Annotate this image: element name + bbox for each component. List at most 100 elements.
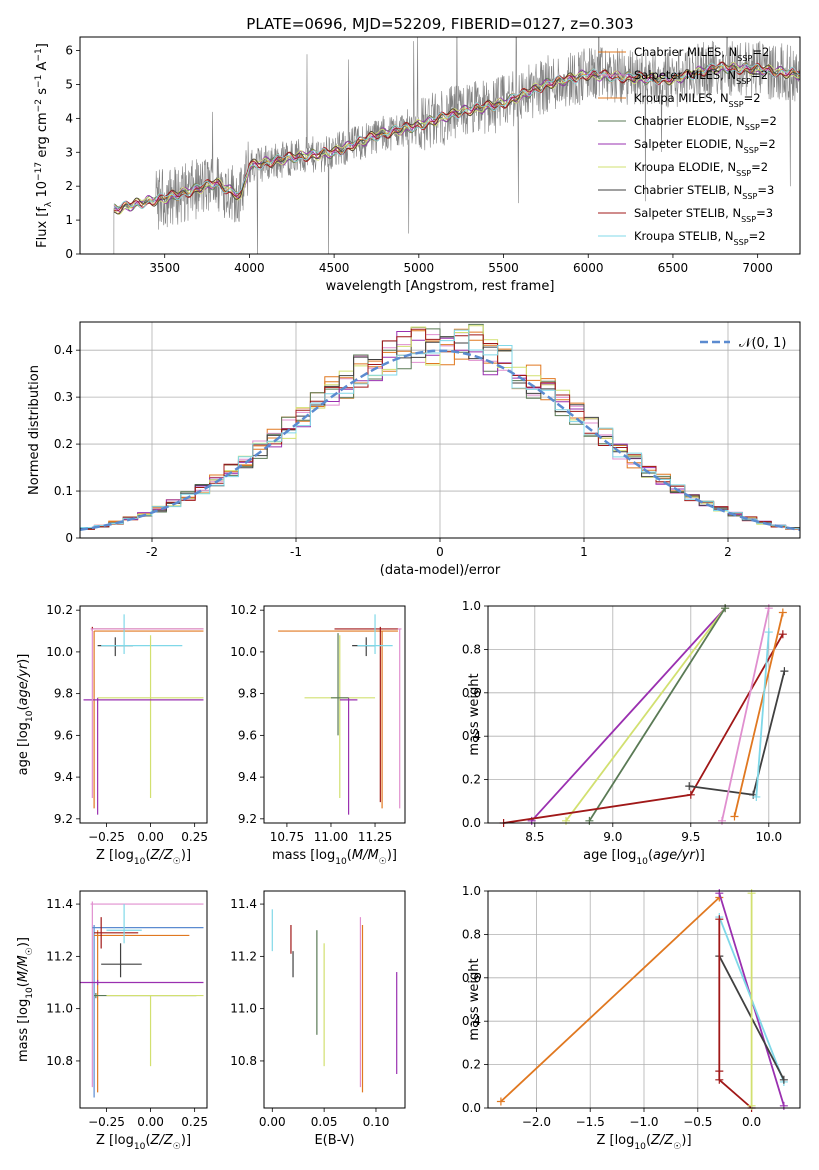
weight-marker xyxy=(752,792,761,801)
x-tick-label: -2 xyxy=(146,545,158,559)
legend-entry-part: SSP xyxy=(734,238,749,247)
y-axis-label-part: mass weight xyxy=(467,958,482,1040)
y-tick-label: 11.4 xyxy=(230,897,257,911)
x-axis-label: age [log10(age/yr)] xyxy=(583,848,705,867)
y-tick-label: 0.4 xyxy=(54,343,73,357)
y-tick-label: 0.8 xyxy=(462,642,481,656)
legend-entry-part: Salpeter STELIB, N xyxy=(634,206,741,220)
y-tick-label: 9.6 xyxy=(238,728,257,742)
y-tick-label: 6 xyxy=(65,44,73,58)
x-axis-label-part: 10 xyxy=(134,857,146,867)
legend-entry-part: Salpeter MILES, N xyxy=(634,68,736,82)
x-axis-label-part: 10 xyxy=(134,1142,146,1152)
x-axis-label-part: ☉ xyxy=(173,857,181,867)
weight-vs-age-panel: 8.5 9.0 9.5 10.0 0.0 0.2 0.4 0.6 0.8 1.0 age [log1… xyxy=(462,599,801,867)
weight-line xyxy=(531,607,726,822)
y-axis-label: mass weight xyxy=(467,958,482,1040)
x-axis-label: E(B-V) xyxy=(314,1133,354,1148)
x-axis-label-part: Z [ xyxy=(96,848,114,863)
histogram-lines xyxy=(80,323,800,532)
spectrum-model-line xyxy=(113,62,800,212)
y-axis-label-part: λ xyxy=(44,201,54,207)
y-axis-label-part: M/M xyxy=(16,955,31,982)
weight-marker xyxy=(715,889,724,898)
legend-entry-part: =2 xyxy=(744,91,761,105)
y-axis-label-part: 10 xyxy=(25,987,35,999)
legend-entry-part: SSP xyxy=(729,100,744,109)
y-tick-label: 11.0 xyxy=(46,1002,73,1016)
x-tick-label: 5000 xyxy=(404,261,435,275)
spectrum-model-line xyxy=(113,62,800,210)
weight-line xyxy=(721,608,770,821)
x-tick-label: 0.0 xyxy=(742,1115,761,1129)
x-tick-label: 0.25 xyxy=(181,830,208,844)
x-axis-label: Z [log10(Z/Z☉)] xyxy=(96,848,191,867)
weight-marker xyxy=(685,782,694,791)
legend-entry-part: =2 xyxy=(759,137,776,151)
x-axis-label-part: log xyxy=(617,848,637,863)
axes-frame xyxy=(79,321,801,539)
y-axis-label-part: log xyxy=(16,722,31,742)
x-axis-label-part: log xyxy=(114,848,134,863)
x-tick-label: −2.0 xyxy=(522,1115,551,1129)
y-tick-label: 9.4 xyxy=(238,770,257,784)
weight-vs-metallicity-panel: −2.0 −1.5 −1.0 −0.5 0.0 0.0 0.2 0.4 0.6 0.8 1.0 Z [… xyxy=(462,884,801,1152)
weight-marker xyxy=(730,812,739,821)
x-tick-label: 9.5 xyxy=(681,830,700,844)
legend-entry-part: =2 xyxy=(752,45,769,59)
x-axis-label-part: M/M xyxy=(352,848,379,863)
x-tick-label: 0.05 xyxy=(311,1115,338,1129)
y-axis-label: Flux [fλ 10−17 erg cm−2 s−1 A−1] xyxy=(34,43,54,248)
y-tick-label: 0.0 xyxy=(462,1101,481,1115)
spectrum-model-line xyxy=(113,62,800,212)
legend-entry-part: =2 xyxy=(751,160,768,174)
legend-entry: Chabrier ELODIE, NSSP=2 xyxy=(634,114,777,132)
weight-line xyxy=(755,631,770,798)
y-tick-label: 0.6 xyxy=(462,686,481,700)
y-axis-label: Normed distribution xyxy=(27,365,42,495)
legend-entry-part: =2 xyxy=(749,229,766,243)
weight-marker xyxy=(715,1075,724,1084)
spectrum-model-line xyxy=(113,61,800,215)
x-axis-label-part: (data-model)/error xyxy=(380,563,501,578)
x-axis-label-part: )] xyxy=(181,1133,191,1148)
weight-marker xyxy=(686,790,695,799)
legend-entry-part: Kroupa STELIB, N xyxy=(634,229,734,243)
axes-frame xyxy=(263,605,406,824)
x-axis-label-part: ( xyxy=(646,1133,651,1148)
x-tick-label: −0.25 xyxy=(88,1115,125,1129)
y-axis-label-part: A xyxy=(35,61,50,74)
y-tick-label: 0.8 xyxy=(462,927,481,941)
weight-marker xyxy=(747,1101,756,1110)
y-axis-label-part: Normed distribution xyxy=(27,365,42,495)
x-tick-label: −0.5 xyxy=(683,1115,712,1129)
x-tick-label: 5500 xyxy=(488,261,519,275)
x-tick-label: 3500 xyxy=(149,261,180,275)
x-tick-label: −0.25 xyxy=(88,830,125,844)
x-tick-label: 10.75 xyxy=(270,830,304,844)
y-axis-label-part: Flux [f xyxy=(35,207,50,248)
x-axis-label-part: 10 xyxy=(634,1142,646,1152)
y-tick-label: 0.1 xyxy=(54,484,73,498)
legend-entry: Salpeter MILES, NSSP=2 xyxy=(634,68,768,86)
x-axis-label-part: ( xyxy=(145,1133,150,1148)
legend-entry: Chabrier STELIB, NSSP=3 xyxy=(634,183,774,201)
legend-entry: Salpeter ELODIE, NSSP=2 xyxy=(634,137,776,155)
x-axis-label: wavelength [Angstrom, rest frame] xyxy=(326,279,555,294)
y-axis-label-part: s xyxy=(35,88,50,99)
spectrum-lines xyxy=(113,37,800,254)
legend-entry-part: Kroupa ELODIE, N xyxy=(634,160,736,174)
y-tick-label: 2 xyxy=(65,179,73,193)
y-axis-label-part: )] xyxy=(16,937,31,947)
legend-entry-part: SSP xyxy=(744,146,759,155)
y-axis-label-part: −1 xyxy=(34,48,44,61)
x-axis-label-part: ☉ xyxy=(173,1142,181,1152)
y-tick-label: 10.0 xyxy=(46,645,73,659)
y-tick-label: 9.6 xyxy=(54,728,73,742)
x-axis-label-part: Z/Z xyxy=(150,1133,174,1148)
legend-entry-part: =2 xyxy=(751,68,768,82)
weight-marker xyxy=(779,1075,788,1084)
x-tick-label: 4500 xyxy=(319,261,350,275)
